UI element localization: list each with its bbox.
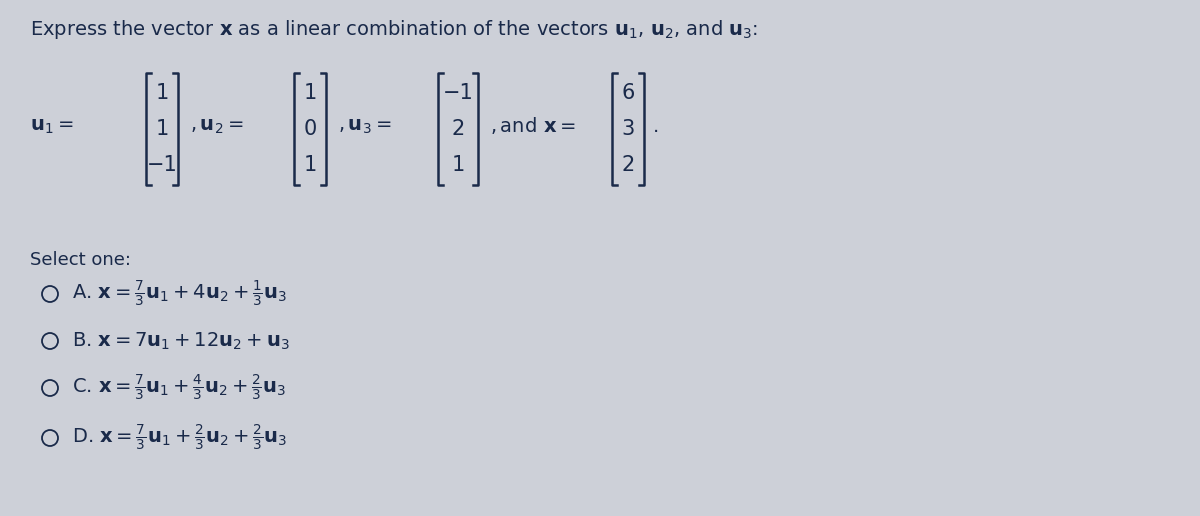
Text: 1: 1 [304, 83, 317, 103]
Text: $, \mathbf{u}_3 =$: $, \mathbf{u}_3 =$ [338, 117, 391, 136]
Text: $, \text{and}\ \mathbf{x} =$: $, \text{and}\ \mathbf{x} =$ [490, 116, 576, 137]
Text: 0: 0 [304, 119, 317, 139]
Text: D. $\mathbf{x} = \frac{7}{3}\mathbf{u}_1 + \frac{2}{3}\mathbf{u}_2 + \frac{2}{3}: D. $\mathbf{x} = \frac{7}{3}\mathbf{u}_1… [72, 423, 287, 453]
Text: 3: 3 [622, 119, 635, 139]
Text: −1: −1 [146, 155, 178, 175]
Text: 2: 2 [622, 155, 635, 175]
Text: 1: 1 [451, 155, 464, 175]
Text: B. $\mathbf{x} = 7\mathbf{u}_1 + 12\mathbf{u}_2 + \mathbf{u}_3$: B. $\mathbf{x} = 7\mathbf{u}_1 + 12\math… [72, 330, 289, 351]
Text: $\mathbf{u}_1 =$: $\mathbf{u}_1 =$ [30, 117, 73, 136]
Text: 1: 1 [304, 155, 317, 175]
Text: 2: 2 [451, 119, 464, 139]
Text: $, \mathbf{u}_2 =$: $, \mathbf{u}_2 =$ [190, 117, 244, 136]
Text: 1: 1 [155, 119, 169, 139]
Text: C. $\mathbf{x} = \frac{7}{3}\mathbf{u}_1 + \frac{4}{3}\mathbf{u}_2 + \frac{2}{3}: C. $\mathbf{x} = \frac{7}{3}\mathbf{u}_1… [72, 373, 286, 403]
Text: 1: 1 [155, 83, 169, 103]
Text: 6: 6 [622, 83, 635, 103]
Text: A. $\mathbf{x} = \frac{7}{3}\mathbf{u}_1 + 4\mathbf{u}_2 + \frac{1}{3}\mathbf{u}: A. $\mathbf{x} = \frac{7}{3}\mathbf{u}_1… [72, 279, 287, 309]
Text: Select one:: Select one: [30, 251, 131, 269]
Text: Express the vector $\mathbf{x}$ as a linear combination of the vectors $\mathbf{: Express the vector $\mathbf{x}$ as a lin… [30, 18, 758, 41]
Text: .: . [653, 117, 659, 136]
Text: −1: −1 [443, 83, 473, 103]
